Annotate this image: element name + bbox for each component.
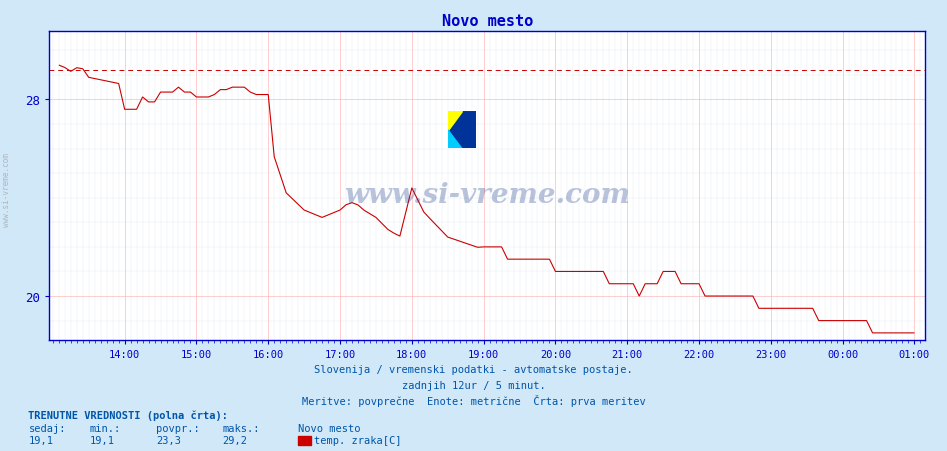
Text: povpr.:: povpr.:: [156, 423, 200, 433]
Text: min.:: min.:: [90, 423, 121, 433]
Text: 29,2: 29,2: [223, 435, 247, 445]
Text: sedaj:: sedaj:: [28, 423, 66, 433]
Text: 19,1: 19,1: [28, 435, 53, 445]
Polygon shape: [448, 130, 462, 149]
Polygon shape: [448, 112, 462, 130]
Text: www.si-vreme.com: www.si-vreme.com: [345, 182, 630, 209]
Text: TRENUTNE VREDNOSTI (polna črta):: TRENUTNE VREDNOSTI (polna črta):: [28, 410, 228, 420]
Polygon shape: [448, 112, 475, 149]
Text: temp. zraka[C]: temp. zraka[C]: [314, 435, 402, 445]
Text: zadnjih 12ur / 5 minut.: zadnjih 12ur / 5 minut.: [402, 380, 545, 390]
Text: Novo mesto: Novo mesto: [298, 423, 361, 433]
Text: www.si-vreme.com: www.si-vreme.com: [2, 152, 11, 226]
Text: 19,1: 19,1: [90, 435, 115, 445]
Text: Meritve: povprečne  Enote: metrične  Črta: prva meritev: Meritve: povprečne Enote: metrične Črta:…: [302, 394, 645, 405]
Text: 23,3: 23,3: [156, 435, 181, 445]
Text: maks.:: maks.:: [223, 423, 260, 433]
Text: Slovenija / vremenski podatki - avtomatske postaje.: Slovenija / vremenski podatki - avtomats…: [314, 364, 633, 374]
Title: Novo mesto: Novo mesto: [441, 14, 533, 29]
